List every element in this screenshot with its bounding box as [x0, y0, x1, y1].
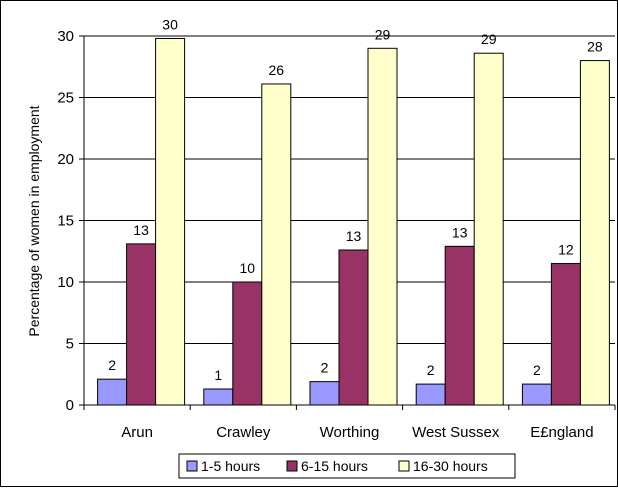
legend-swatch: [286, 460, 298, 472]
data-label: 2: [427, 362, 435, 378]
y-tick-label: 20: [57, 151, 74, 168]
x-tick-label: Crawley: [216, 424, 271, 441]
y-tick-label: 25: [57, 90, 74, 107]
bar-1-5-hours: [521, 383, 552, 406]
axes: 0 5 10 15 20 25 30 Arun Crawley Worthing West Suss…: [57, 28, 616, 441]
data-label: 28: [587, 39, 603, 55]
bar-6-15-hours: [126, 243, 157, 406]
bar-16-30-hours: [579, 60, 610, 406]
data-label: 1: [214, 367, 222, 383]
data-label: 30: [162, 16, 178, 32]
legend-label: 16-30 hours: [413, 458, 488, 474]
y-axis-title: Percentage of women in employment: [26, 105, 42, 336]
legend-label: 6-15 hours: [301, 458, 368, 474]
bar-1-5-hours: [97, 378, 128, 406]
data-label: 26: [269, 62, 285, 78]
x-tick-label: West Sussex: [412, 424, 500, 441]
data-label: 2: [533, 362, 541, 378]
legend: 1-5 hours 6-15 hours 16-30 hours: [178, 453, 516, 479]
data-label: 2: [321, 360, 329, 376]
bar-16-30-hours: [155, 37, 186, 406]
legend-label: 1-5 hours: [201, 458, 260, 474]
data-label: 2: [108, 357, 116, 373]
bar-6-15-hours: [338, 249, 369, 406]
data-label: 10: [240, 260, 256, 276]
x-tick-label: Worthing: [320, 424, 380, 441]
x-tick-label: E£ngland: [530, 424, 593, 441]
legend-box: [178, 453, 516, 479]
y-tick-label: 30: [57, 28, 74, 45]
y-tick-label: 5: [66, 336, 74, 353]
data-label: 29: [481, 31, 497, 47]
data-label: 13: [346, 228, 362, 244]
y-tick-label: 0: [66, 397, 74, 414]
bar-16-30-hours: [473, 52, 504, 406]
bar-6-15-hours: [232, 281, 263, 406]
bar-16-30-hours: [367, 47, 398, 406]
data-label: 29: [375, 26, 391, 42]
data-label: 13: [452, 224, 468, 240]
legend-swatch: [398, 460, 410, 472]
bars: [97, 37, 610, 406]
bar-16-30-hours: [261, 83, 292, 406]
bar-1-5-hours: [203, 388, 234, 406]
bar-1-5-hours: [309, 381, 340, 406]
bar-6-15-hours: [550, 263, 581, 406]
bar-1-5-hours: [415, 383, 446, 406]
x-tick-label: Arun: [121, 424, 153, 441]
y-tick-label: 15: [57, 213, 74, 230]
data-label: 13: [133, 222, 149, 238]
bar-6-15-hours: [444, 245, 475, 406]
legend-swatch: [186, 460, 198, 472]
y-tick-label: 10: [57, 274, 74, 291]
data-labels: 2 13 30 1 10 26 2 13 29 2 13 29 2 12 28: [108, 16, 603, 383]
data-label: 12: [558, 242, 574, 258]
